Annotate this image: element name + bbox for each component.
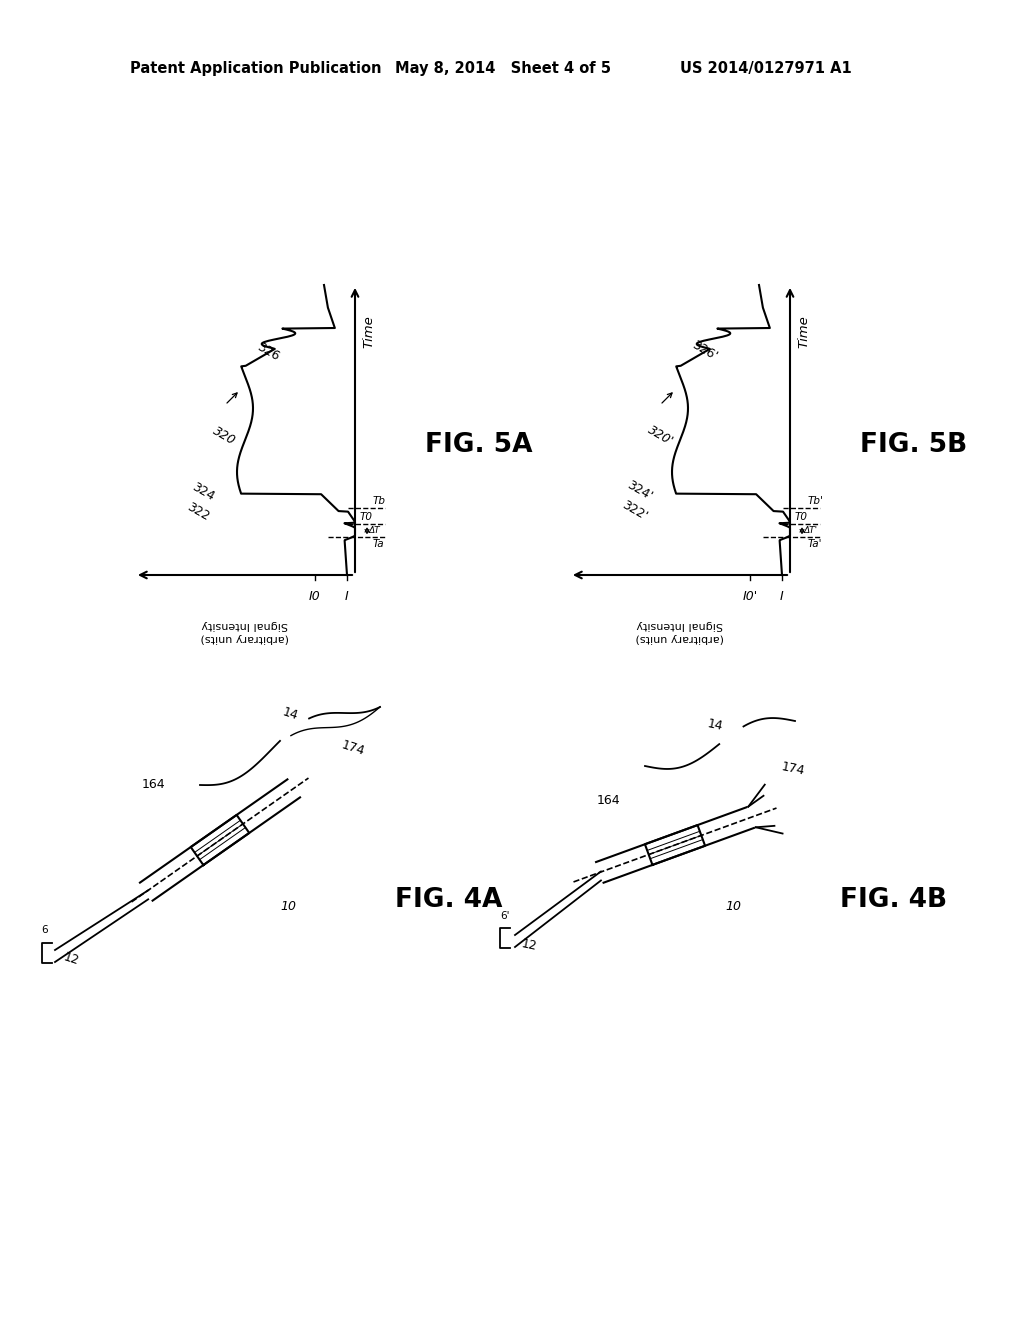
Text: Time: Time bbox=[362, 315, 376, 347]
Text: 14: 14 bbox=[706, 717, 724, 733]
Text: 322: 322 bbox=[185, 500, 212, 523]
Text: I0: I0 bbox=[309, 590, 321, 603]
Text: 6: 6 bbox=[42, 925, 48, 935]
Text: US 2014/0127971 A1: US 2014/0127971 A1 bbox=[680, 61, 852, 75]
Text: FIG. 4A: FIG. 4A bbox=[395, 887, 503, 913]
Text: Signal Intensity: Signal Intensity bbox=[637, 620, 723, 630]
Text: Tb': Tb' bbox=[808, 496, 824, 507]
Text: 164: 164 bbox=[141, 779, 165, 792]
Text: 6': 6' bbox=[501, 911, 510, 921]
Text: ΔT: ΔT bbox=[369, 527, 381, 536]
Text: 174: 174 bbox=[780, 760, 806, 777]
Text: 320': 320' bbox=[645, 422, 675, 447]
Text: 326: 326 bbox=[255, 341, 282, 363]
Text: FIG. 5A: FIG. 5A bbox=[425, 432, 532, 458]
Text: May 8, 2014   Sheet 4 of 5: May 8, 2014 Sheet 4 of 5 bbox=[395, 61, 611, 75]
Text: I: I bbox=[780, 590, 784, 603]
Text: I: I bbox=[345, 590, 349, 603]
Text: 10: 10 bbox=[725, 900, 741, 913]
Text: 10: 10 bbox=[280, 900, 296, 913]
Text: ΔT': ΔT' bbox=[804, 527, 818, 536]
Text: Signal Intensity: Signal Intensity bbox=[202, 620, 289, 630]
Text: T0: T0 bbox=[360, 512, 373, 523]
Text: T0: T0 bbox=[795, 512, 808, 523]
Text: Ta': Ta' bbox=[808, 540, 822, 549]
Text: 324: 324 bbox=[190, 480, 217, 503]
Text: 322': 322' bbox=[620, 498, 650, 523]
Text: Patent Application Publication: Patent Application Publication bbox=[130, 61, 382, 75]
Text: (arbitrary units): (arbitrary units) bbox=[201, 634, 289, 643]
Text: 12: 12 bbox=[62, 950, 81, 968]
Text: 320: 320 bbox=[210, 425, 238, 447]
Text: 164: 164 bbox=[596, 793, 620, 807]
Text: Time: Time bbox=[798, 315, 811, 347]
Text: Ta: Ta bbox=[373, 540, 385, 549]
Text: FIG. 4B: FIG. 4B bbox=[840, 887, 947, 913]
Text: (arbitrary units): (arbitrary units) bbox=[636, 634, 724, 643]
Text: 12: 12 bbox=[520, 937, 538, 953]
Text: 14: 14 bbox=[281, 706, 299, 723]
Text: FIG. 5B: FIG. 5B bbox=[860, 432, 968, 458]
Text: 326': 326' bbox=[690, 338, 720, 363]
Text: 324': 324' bbox=[625, 478, 655, 503]
Text: Tb: Tb bbox=[373, 496, 386, 507]
Text: I0': I0' bbox=[742, 590, 758, 603]
Text: 174: 174 bbox=[340, 738, 367, 758]
